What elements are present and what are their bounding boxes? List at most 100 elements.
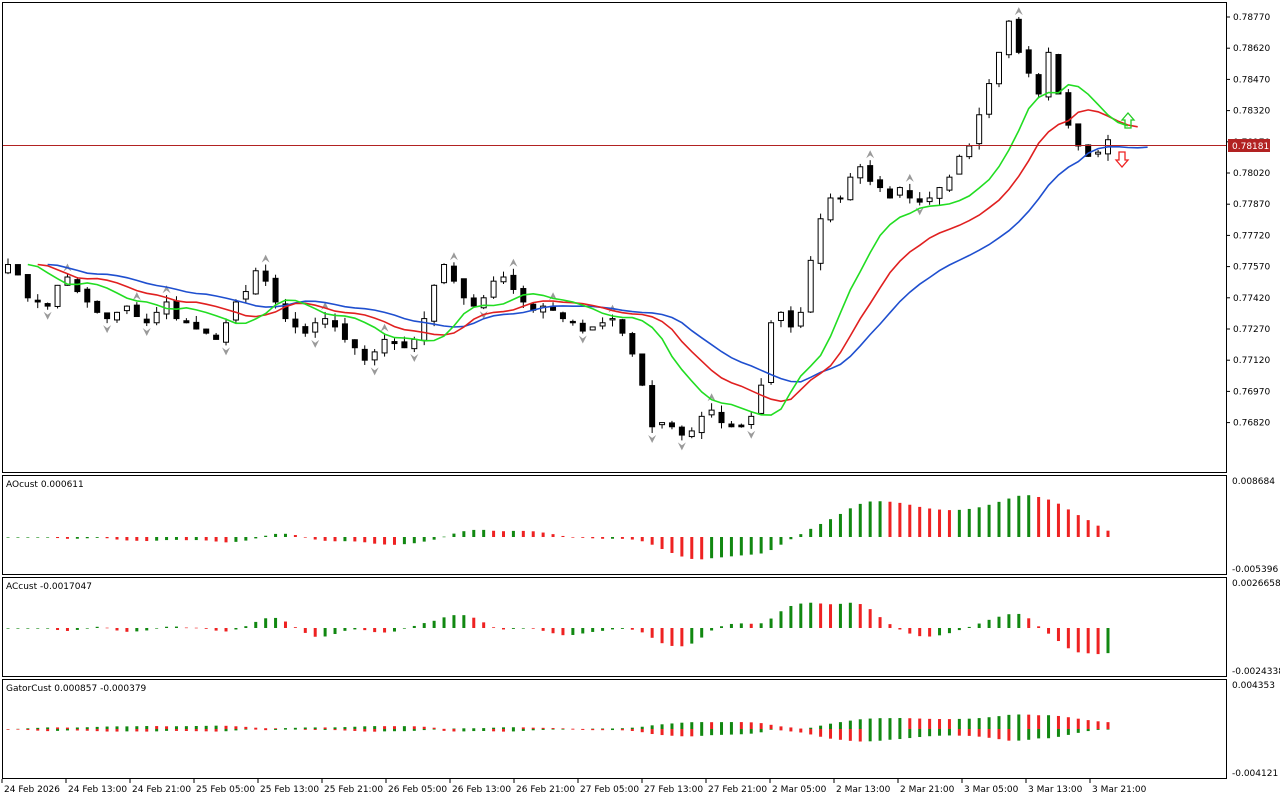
candle-body (104, 312, 111, 320)
ao-bar (650, 537, 654, 545)
time-tick-label: 27 Feb 05:00 (580, 785, 639, 795)
ao-bar (224, 537, 228, 543)
fractal-up-icon (905, 173, 914, 182)
ac-bar (829, 604, 833, 628)
gator-upper-bar (868, 718, 872, 729)
gator-upper-bar (1086, 720, 1090, 729)
ao-bar (363, 537, 367, 543)
ac-bar (720, 626, 724, 628)
ac-bar (938, 628, 942, 636)
candle-body (619, 319, 626, 334)
time-tick-label: 2 Mar 13:00 (836, 785, 891, 795)
candle-body (34, 299, 41, 303)
candle-body (1095, 151, 1102, 155)
ac-bar (710, 628, 714, 631)
ac-bar (135, 628, 139, 632)
main-price-layer (5, 7, 1148, 451)
ao-bar (947, 510, 951, 537)
gator-upper-bar (749, 722, 753, 729)
gator-lower-bar (511, 729, 515, 732)
ac-bar (1017, 613, 1021, 628)
ac-bar (809, 602, 813, 628)
ao-bar (462, 531, 466, 537)
ac-bar (581, 628, 585, 634)
gator-lower-bar (244, 729, 248, 730)
time-tick-label: 24 Feb 2026 (4, 785, 60, 795)
fractal-up-icon (1014, 7, 1023, 16)
gator-upper-bar (620, 728, 624, 729)
ac-bar (601, 628, 605, 631)
ao-bar (700, 537, 704, 560)
gator-upper-bar (125, 726, 129, 729)
fractal-down-icon (222, 347, 231, 356)
candle-body (252, 270, 259, 295)
ac-bar (957, 628, 961, 631)
ao-bar (918, 506, 922, 537)
ac-bar (670, 628, 674, 646)
gator-pane[interactable] (2, 679, 1227, 779)
gator-lower-bar (928, 729, 932, 737)
ao-bar (581, 537, 585, 538)
gator-upper-bar (1066, 717, 1070, 729)
candle-body (500, 276, 507, 283)
gator-lower-bar (680, 729, 684, 737)
ac-bar (997, 616, 1001, 628)
gator-upper-bar (710, 722, 714, 729)
candle-body (490, 280, 497, 298)
ao-bar (234, 537, 238, 542)
ao-bar (482, 529, 486, 537)
ao-bar (710, 537, 714, 559)
ao-bar (6, 537, 10, 538)
gator-min: -0.004121 (1232, 769, 1278, 779)
gator-upper-bar (224, 725, 228, 729)
ao-pane[interactable] (2, 475, 1227, 575)
gator-upper-bar (690, 722, 694, 729)
price-tick-label: 0.78470 (1233, 75, 1270, 85)
candle-body (847, 176, 854, 201)
candle-body (480, 297, 487, 309)
ac-bar (888, 624, 892, 628)
gator-lower-bar (987, 729, 991, 738)
candle-body (1025, 49, 1032, 74)
gator-lower-bar (75, 729, 79, 731)
candle-body (589, 326, 596, 331)
candle-body (470, 297, 477, 307)
gator-lower-bar (293, 729, 297, 730)
gator-lower-bar (392, 729, 396, 732)
gator-upper-bar (472, 728, 476, 729)
ac-bar (511, 628, 515, 629)
gator-upper-bar (274, 728, 278, 729)
fractal-down-icon (43, 311, 52, 320)
ao-bar (85, 537, 89, 539)
ac-bar (1037, 626, 1041, 628)
candle-body (213, 334, 220, 340)
candle-body (322, 318, 329, 325)
ao-bar (353, 537, 357, 542)
main-pane[interactable] (2, 2, 1227, 473)
ac-bar (531, 628, 535, 629)
ao-bar (640, 537, 644, 542)
ao-bar (432, 537, 436, 540)
ac-bar (551, 628, 555, 634)
gator-lower-bar (848, 729, 852, 741)
gator-lower-bar (720, 729, 724, 735)
gator-lower-bar (303, 729, 307, 730)
gator-lower-bar (1086, 729, 1090, 732)
ao-bar (75, 537, 79, 539)
ao-bar (551, 534, 555, 537)
candle-body (886, 188, 893, 199)
ac-bar (521, 628, 525, 629)
gator-lower-bar (283, 729, 287, 730)
gator-lower-bar (343, 729, 347, 731)
candle-body (242, 291, 249, 300)
ao-bar (977, 507, 981, 537)
gator-lower-bar (838, 729, 842, 740)
gator-upper-bar (1007, 714, 1011, 729)
ac-bar (739, 623, 743, 628)
ao-bar (204, 537, 208, 541)
gator-upper-bar (640, 726, 644, 729)
ac-pane[interactable] (2, 577, 1227, 677)
ao-bar (165, 537, 169, 541)
gator-upper-bar (947, 719, 951, 729)
